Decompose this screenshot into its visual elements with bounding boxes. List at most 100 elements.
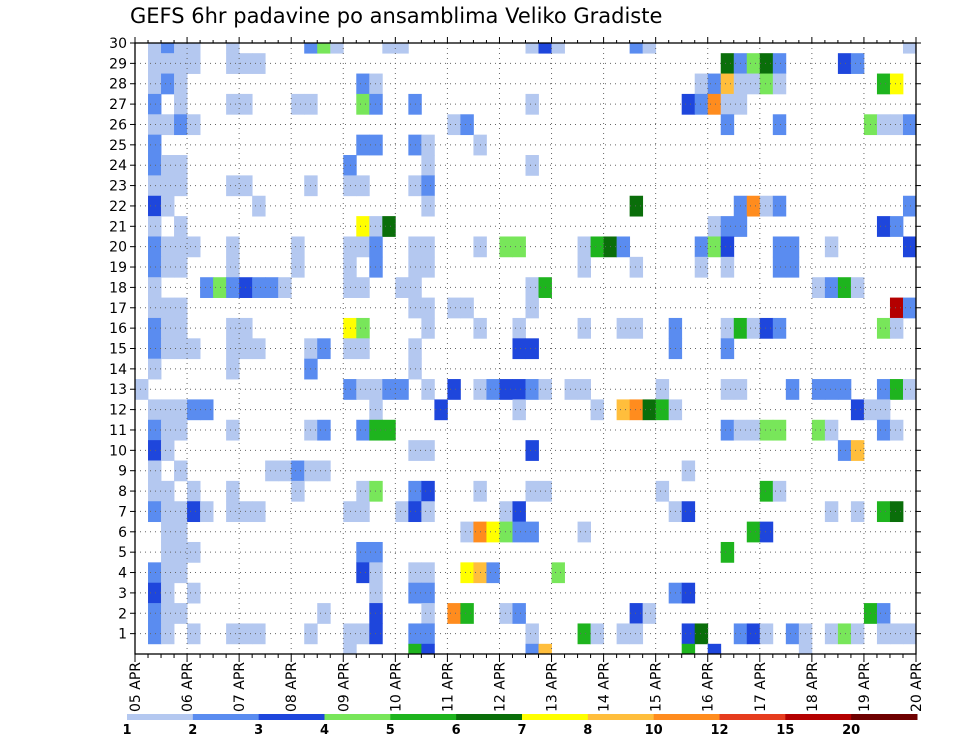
precip-cell-m9-s12 [291,460,305,482]
precip-cell-m4-s25 [460,562,474,584]
precip-cell-m1-s43 [694,623,709,645]
precip-cell-m11-s57 [876,419,891,441]
precip-cell-m0-s21 [408,643,422,655]
precip-cell-m20-s50 [785,236,800,258]
precip-cell-m28-s57 [876,73,891,95]
precip-cell-m29-s4 [187,53,201,74]
precip-cell-m6-s2 [161,521,175,543]
precip-cell-m19-s16 [343,256,357,278]
y-tick-label: 10 [109,443,127,459]
precip-cell-m29-s55 [850,53,865,74]
precip-cell-m28-s45 [720,73,735,95]
precip-cell-m1-s48 [759,623,774,645]
precip-cell-m13-s20 [395,379,409,400]
precip-cell-m8-s12 [291,480,305,502]
precip-cell-m20-s1 [148,236,162,258]
y-tick-label: 9 [118,464,127,480]
precip-cell-m5-s18 [369,541,383,563]
precip-cell-m11-s47 [746,419,761,441]
precip-cell-m7-s58 [889,501,904,523]
precip-cell-m28-s48 [759,73,774,95]
precip-cell-m12-s23 [434,399,448,421]
precip-cell-m22-s47 [746,195,761,217]
precip-cell-m6-s34 [577,521,591,543]
precip-cell-m1-s35 [590,623,604,645]
precip-cell-m0-s30 [525,643,539,655]
precip-cell-m20-s34 [577,236,591,258]
precip-cell-m30-s31 [538,43,552,54]
x-tick-label: 14 APR [597,662,613,712]
precip-cell-m11-s52 [811,419,826,441]
precip-cell-m26-s58 [889,114,904,136]
precip-cell-m7-s55 [850,501,865,523]
precip-cell-m28-s43 [694,73,709,95]
precip-cell-m13-s19 [382,379,396,400]
precip-cell-m10-s55 [850,440,865,461]
precip-cell-m19-s12 [291,256,305,278]
x-tick-label: 06 APR [180,662,196,712]
precip-cell-m13-s28 [499,379,513,400]
precip-cell-m26-s4 [187,114,201,136]
precip-cell-m2-s14 [317,603,331,624]
precip-cell-m14-s7 [226,358,240,380]
precip-cell-m27-s43 [694,93,709,115]
precip-cell-m11-s7 [226,419,240,441]
precip-cell-m7-s7 [226,501,240,523]
precip-cell-m15-s4 [187,338,201,360]
precip-cell-m7-s16 [343,501,357,523]
precip-cell-m2-s24 [447,603,461,624]
y-tick-label: 16 [109,321,127,337]
y-tick-label: 3 [118,586,127,602]
precip-cell-m16-s49 [772,317,787,339]
precip-cell-m22-s1 [148,195,162,217]
y-tick-label: 22 [109,199,127,215]
precip-cell-m2-s28 [499,603,513,624]
precip-cell-m30-s15 [330,43,344,54]
precip-cell-m17-s1 [148,297,162,319]
precip-cell-m1-s53 [824,623,839,645]
legend-label: 12 [710,723,728,738]
y-tick-label: 4 [118,566,127,582]
precip-cell-m20-s59 [902,236,917,258]
precip-cell-m18-s6 [213,277,227,298]
precip-cell-m17-s58 [889,297,904,319]
precip-cell-m19-s50 [785,256,800,278]
precip-cell-m11-s17 [356,419,370,441]
precip-cell-m21-s57 [876,216,891,237]
precip-cell-m20-s53 [824,236,839,258]
precip-cell-m13-s58 [889,379,904,400]
precip-cell-m22-s2 [161,195,175,217]
precip-cell-m14-s1 [148,358,162,380]
precip-cell-m7-s4 [187,501,201,523]
precip-cell-m13-s40 [655,379,670,400]
precip-cell-m3-s22 [421,582,435,604]
precip-cell-m11-s45 [720,419,735,441]
precip-cell-m6-s30 [525,521,539,543]
x-tick-label: 16 APR [701,662,717,712]
precip-cell-m10-s22 [421,440,435,461]
precip-cell-m7-s2 [161,501,175,523]
precip-cell-m18-s16 [343,277,357,298]
x-tick-label: 13 APR [545,662,561,712]
precip-cell-m24-s16 [343,155,357,176]
precip-cell-m19-s34 [577,256,591,278]
precip-cell-m4-s18 [369,562,383,584]
precip-cell-m11-s18 [369,419,383,441]
precip-cell-m6-s27 [486,521,500,543]
precip-cell-m25-s18 [369,134,383,156]
legend-swatch [192,714,260,720]
precip-cell-m27-s45 [720,93,735,115]
x-tick-label: 20 APR [909,662,925,712]
precip-cell-m7-s29 [512,501,526,523]
precip-cell-m26-s2 [161,114,175,136]
precip-cell-m28-s44 [707,73,722,95]
precip-cell-m1-s16 [343,623,357,645]
precip-cell-m24-s1 [148,155,162,176]
precip-cell-m0-s42 [681,643,696,655]
precip-cell-m3-s1 [148,582,162,604]
x-tick-label: 09 APR [336,662,352,712]
precip-cell-m15-s17 [356,338,370,360]
precip-cell-m26-s25 [460,114,474,136]
precip-cell-m16-s37 [616,317,631,339]
precip-cell-m7-s1 [148,501,162,523]
